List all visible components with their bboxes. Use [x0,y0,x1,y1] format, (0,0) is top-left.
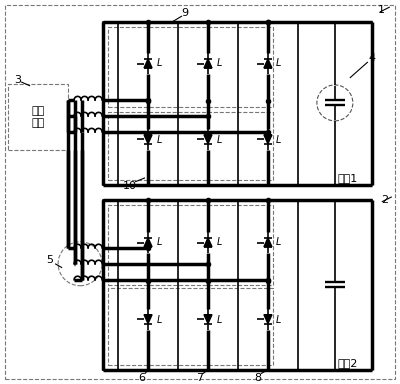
Bar [108,288,273,365]
Polygon shape [144,315,152,324]
Text: L: L [156,58,162,68]
Text: L: L [276,135,282,145]
Text: 1: 1 [378,5,385,15]
Text: 2: 2 [381,195,388,205]
Bar [108,27,273,107]
Text: 6: 6 [138,372,146,382]
Text: L: L [276,58,282,68]
Text: L: L [216,314,222,325]
Polygon shape [264,59,272,68]
Bar [8,84,68,150]
Polygon shape [144,59,152,68]
Bar [103,22,372,185]
Polygon shape [264,315,272,324]
Bar [103,200,372,370]
Text: L: L [216,58,222,68]
Bar [108,112,273,180]
Polygon shape [204,135,212,144]
Text: 三相
电网: 三相 电网 [32,106,45,128]
Polygon shape [144,135,152,144]
Text: 10: 10 [123,181,137,191]
Text: L: L [156,237,162,247]
Text: 7: 7 [196,372,204,382]
Text: L: L [276,314,282,325]
Text: 模块2: 模块2 [338,358,358,367]
Text: 3: 3 [15,75,22,85]
Polygon shape [204,238,212,247]
Text: L: L [156,135,162,145]
Polygon shape [264,238,272,247]
Bar [108,205,273,285]
Text: 9: 9 [182,8,188,18]
Text: 5: 5 [47,255,54,265]
Text: 8: 8 [254,372,262,382]
Polygon shape [204,59,212,68]
Text: 4: 4 [368,53,375,63]
Polygon shape [264,135,272,144]
Text: L: L [276,237,282,247]
Text: L: L [156,314,162,325]
Polygon shape [204,315,212,324]
Text: 模块1: 模块1 [338,173,358,183]
Polygon shape [144,238,152,247]
Text: L: L [216,135,222,145]
Text: L: L [216,237,222,247]
